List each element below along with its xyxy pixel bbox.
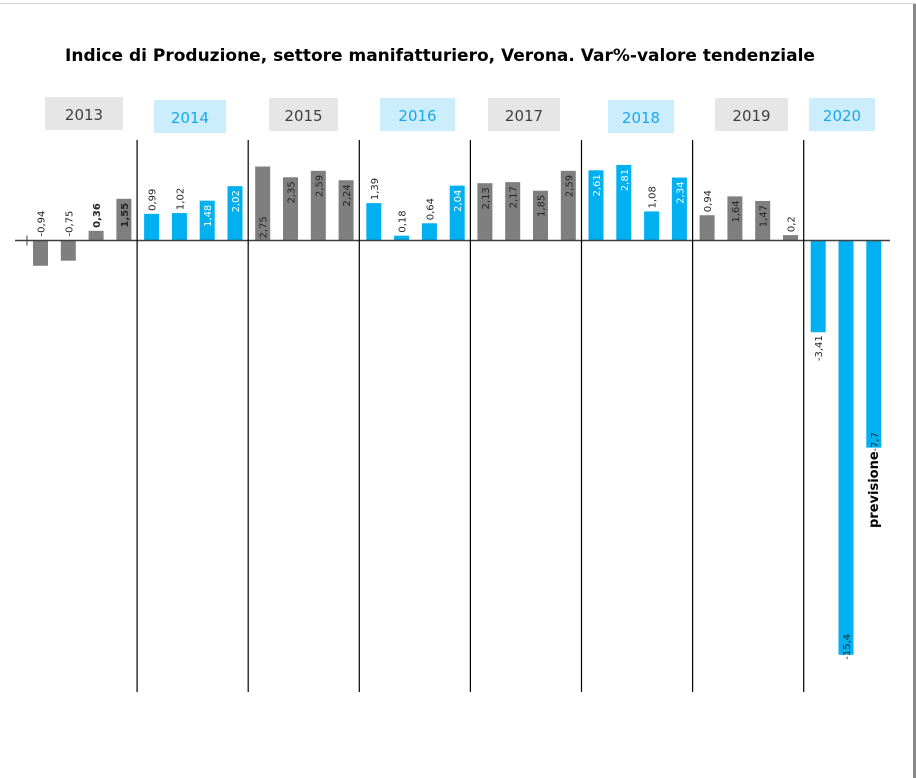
data-label: 2,13 [481,187,492,209]
bar [783,235,798,241]
window-right-border [913,4,916,778]
data-label: 0,99 [148,189,159,211]
bar [366,203,382,241]
data-label: 1,47 [759,205,770,227]
year-label-box [488,98,560,131]
bar [671,177,687,241]
bar [727,196,743,241]
data-label: 1,48 [203,205,214,227]
data-label: -15,4 [842,634,853,660]
data-label: 0,36 [92,203,103,228]
annotation-previsione: previsione [867,451,882,528]
year-label-box [608,100,674,133]
year-label-box [380,98,455,131]
data-label: 2,34 [675,182,686,204]
bar [60,240,76,261]
data-label: 1,85 [537,195,548,217]
bar [699,215,715,241]
chart-title: Indice di Produzione, settore manifattur… [65,46,815,66]
bar [588,170,604,241]
data-label: 0,18 [398,210,409,232]
data-label: 2,81 [620,169,631,191]
year-label-box [269,98,338,131]
data-label: -0,94 [37,211,48,237]
year-label: 2017 [505,107,543,125]
data-label: 2,35 [287,181,298,203]
data-label: -0,75 [64,211,75,237]
bar [644,211,660,241]
data-label: 2,61 [592,174,603,196]
window-top-border [0,3,916,4]
data-label: 1,02 [175,188,186,210]
data-label: 1,39 [370,178,381,200]
data-label: 1,55 [120,203,131,228]
bar [116,198,132,241]
bar [88,230,104,241]
data-label: 0,64 [425,198,436,220]
data-label: 1,08 [648,186,659,208]
bar [533,190,548,241]
bar [505,182,521,241]
data-label: 2,02 [231,190,242,212]
bar [227,186,243,241]
bar [560,170,576,241]
year-label: 2018 [622,109,660,127]
bar [755,200,771,241]
bar [338,180,354,241]
year-label-box [45,97,123,130]
bar [394,235,410,241]
data-label: 0,2 [787,216,798,232]
year-label: 2014 [171,109,209,127]
year-label-box [715,98,788,131]
bar [33,240,48,266]
bar [477,183,493,241]
data-label: 2,17 [509,186,520,208]
bar [144,213,160,241]
bar [171,213,187,241]
data-label: -7,7 [870,432,881,452]
bar [255,166,271,241]
bar [449,185,465,241]
data-label: 2,75 [259,216,270,238]
bar [199,200,215,241]
bar [838,240,854,655]
bar [283,177,298,241]
data-label: 2,59 [314,175,325,197]
data-label: 2,59 [564,175,575,197]
data-label: 0,94 [703,190,714,212]
data-label: 2,04 [453,190,464,212]
bar [421,223,437,241]
year-label-box [809,98,875,131]
year-label: 2013 [65,106,103,124]
year-label: 2020 [823,107,861,125]
year-label: 2015 [284,107,322,125]
bar [866,240,882,448]
year-label-box [154,100,226,133]
bar [810,240,826,333]
year-label: 2019 [732,107,770,125]
bar [310,170,326,241]
data-label: -3,41 [814,335,825,361]
bar [616,164,632,241]
data-label: 1,64 [731,200,742,222]
data-label: 2,24 [342,184,353,206]
year-label: 2016 [398,107,436,125]
